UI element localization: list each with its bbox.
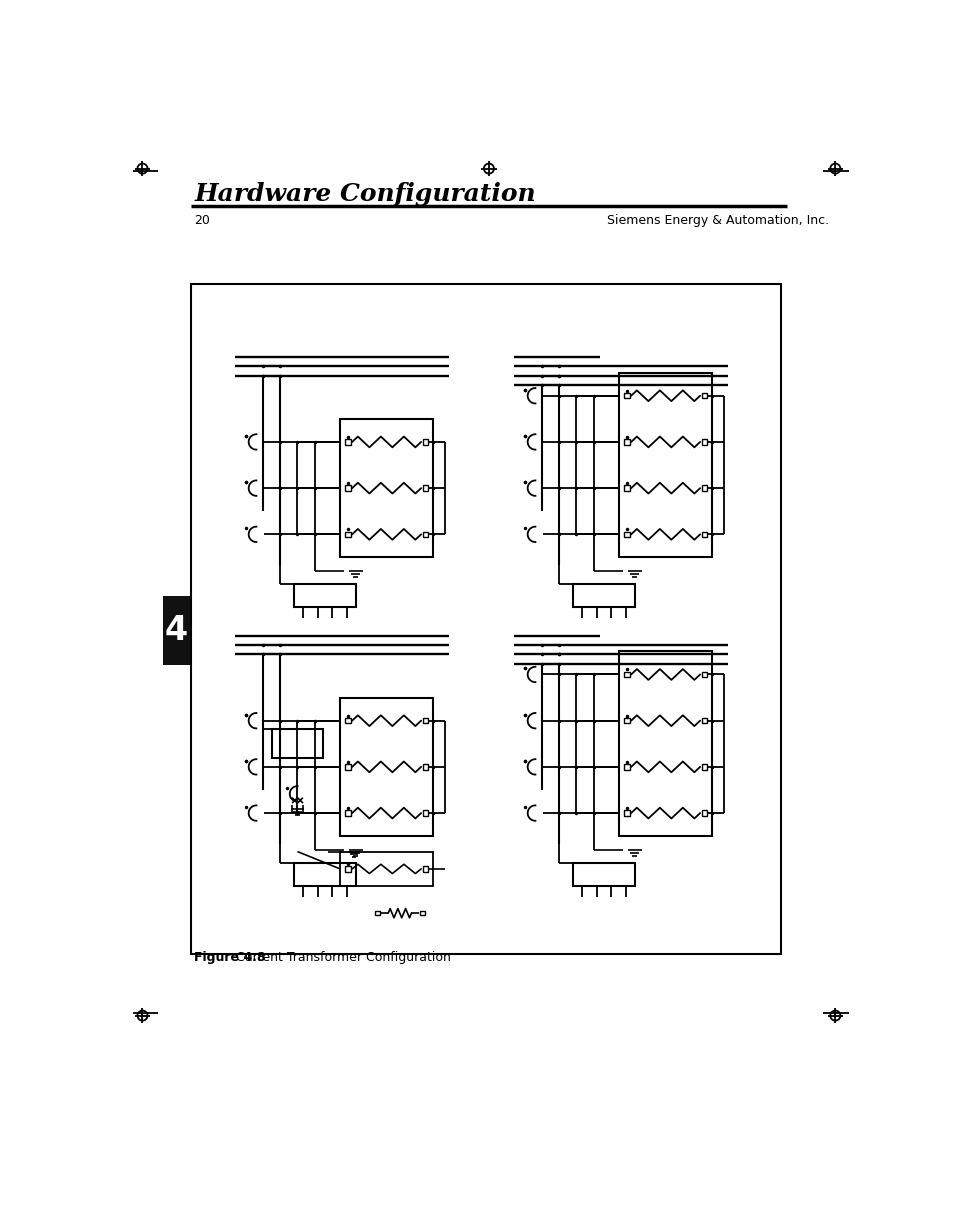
Bar (623, 765, 629, 769)
Bar (700, 672, 706, 678)
Bar (294, 863, 355, 886)
Bar (345, 718, 350, 724)
Bar (572, 863, 634, 886)
Bar (340, 418, 433, 557)
Bar (422, 866, 428, 872)
Text: Figure 4.8: Figure 4.8 (194, 952, 266, 965)
Bar (572, 585, 634, 608)
Bar (294, 585, 355, 608)
Bar (700, 532, 706, 537)
Bar (272, 730, 322, 759)
Bar (345, 810, 350, 815)
Bar (700, 393, 706, 398)
Bar (700, 765, 706, 769)
Bar (422, 765, 428, 769)
Bar (422, 439, 428, 445)
Bar (345, 532, 350, 537)
Bar (623, 810, 629, 815)
Bar (623, 439, 629, 445)
Bar (700, 486, 706, 491)
Bar (340, 851, 433, 886)
Text: 4: 4 (165, 614, 188, 648)
Text: Hardware Configuration: Hardware Configuration (194, 182, 536, 206)
Bar (191, 285, 781, 954)
Text: 20: 20 (194, 213, 210, 227)
Bar (623, 486, 629, 491)
Bar (623, 532, 629, 537)
Bar (623, 393, 629, 398)
Bar (345, 439, 350, 445)
Text: Current Transformer Configuration: Current Transformer Configuration (232, 952, 450, 965)
Text: Siemens Energy & Automation, Inc.: Siemens Energy & Automation, Inc. (607, 213, 829, 227)
Bar (700, 810, 706, 815)
Bar (618, 373, 711, 557)
Bar (345, 765, 350, 769)
Bar (700, 718, 706, 724)
Bar (162, 596, 191, 666)
Bar (340, 697, 433, 836)
Bar (623, 718, 629, 724)
Bar (700, 439, 706, 445)
Bar (345, 866, 350, 872)
Bar (345, 486, 350, 491)
Bar (422, 810, 428, 815)
Bar (375, 911, 379, 915)
Bar (422, 718, 428, 724)
Bar (422, 532, 428, 537)
Bar (419, 911, 424, 915)
Bar (623, 672, 629, 678)
Bar (618, 651, 711, 836)
Bar (422, 486, 428, 491)
